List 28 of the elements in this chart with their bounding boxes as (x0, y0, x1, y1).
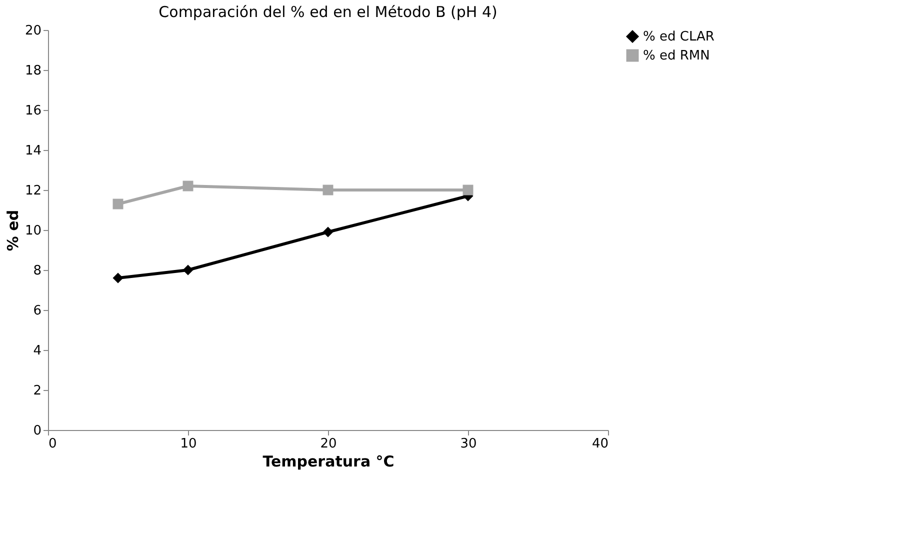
y-tick-label: 14 (24, 144, 42, 158)
y-tick-label: 20 (24, 24, 42, 38)
y-tick-label: 8 (33, 264, 42, 278)
x-tick-label: 40 (592, 436, 608, 452)
y-tick-label: 18 (24, 64, 42, 78)
point (462, 184, 474, 196)
point (112, 272, 124, 284)
point (322, 226, 334, 238)
point (182, 180, 194, 192)
chart-title: Comparación del % ed en el Método B (pH 4) (158, 3, 498, 21)
point (112, 198, 124, 210)
y-tick-label: 4 (33, 344, 42, 358)
y-axis-title: % ed (4, 210, 22, 252)
y-tick-label: 12 (24, 184, 42, 198)
y-tick-label: 0 (33, 424, 42, 438)
point (322, 184, 334, 196)
x-tick-label: 30 (460, 436, 477, 452)
legend-label: % ed RMN (643, 48, 710, 64)
x-tick-label: 20 (320, 436, 337, 452)
point (182, 264, 194, 276)
y-tick-label: 10 (24, 224, 42, 238)
x-tick-label: 0 (48, 436, 57, 452)
y-tick-label: 2 (33, 384, 42, 398)
x-axis-title: Temperatura °C (262, 452, 394, 470)
x-tick-label: 10 (180, 436, 197, 452)
legend-label: % ed CLAR (643, 30, 714, 44)
y-tick-label: 16 (24, 104, 42, 118)
y-tick-label: 6 (33, 304, 42, 318)
